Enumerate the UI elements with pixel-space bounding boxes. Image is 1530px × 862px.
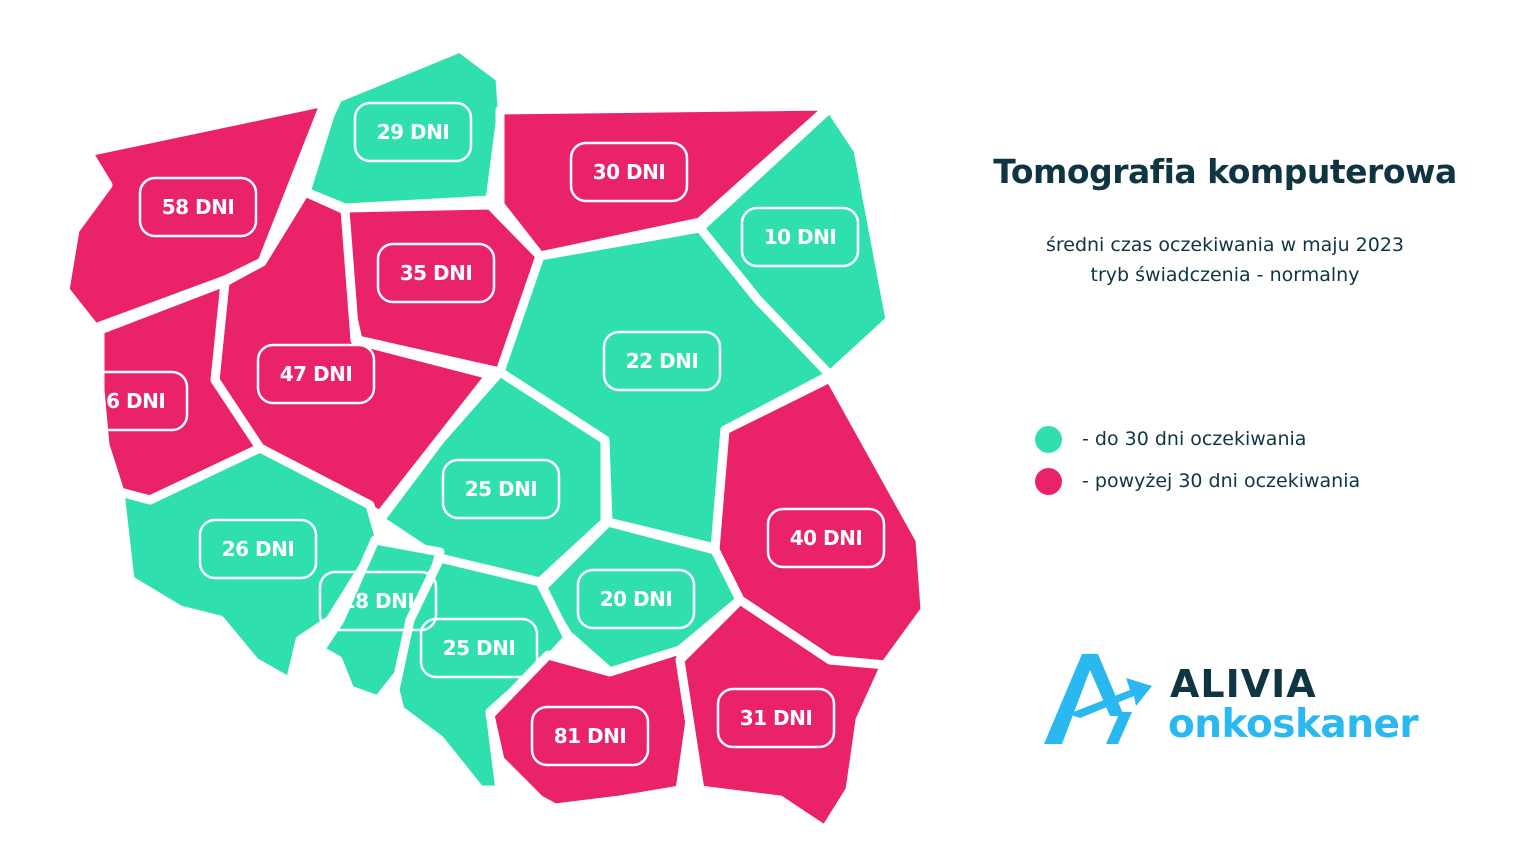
badge-mazowieckie: 22 DNI (602, 330, 722, 392)
badge-outline (69, 370, 189, 432)
badge-label: 10 DNI (764, 225, 837, 249)
badge-outline (530, 705, 650, 767)
badge-podlaskie: 10 DNI (740, 206, 860, 268)
badge-lubuskie: 46 DNI (69, 370, 189, 432)
badge-outline (766, 507, 886, 569)
badge-outline (576, 568, 696, 630)
badge-outline (602, 330, 722, 392)
region-slaskie (390, 553, 573, 795)
badge-kujawsko-pomorskie: 35 DNI (376, 242, 496, 304)
badges-layer: 58 DNI 29 DNI 30 DNI 10 DNI 35 DNI 47 DNI 46 D… (69, 101, 886, 767)
logo-subtitle: onkoskaner (1168, 702, 1419, 747)
badge-slaskie: 25 DNI (419, 617, 539, 679)
badge-outline (376, 242, 496, 304)
badge-label: 58 DNI (162, 195, 235, 219)
subtitle-line-1: średni czas oczekiwania w maju 2023 (1045, 234, 1405, 256)
badge-outline (256, 343, 376, 405)
badge-lubelskie: 40 DNI (766, 507, 886, 569)
legend-dot-red (1035, 467, 1062, 495)
badge-label: 35 DNI (400, 261, 473, 285)
badge-outline (318, 570, 438, 632)
region-zachodniopomorskie (60, 97, 330, 333)
legend-label: - powyżej 30 dni oczekiwania (1082, 470, 1361, 492)
legend: - do 30 dni oczekiwania - powyżej 30 dni… (1035, 418, 1360, 502)
badge-label: 20 DNI (600, 587, 673, 611)
alivia-logo: ALIVIA onkoskaner (1040, 650, 1440, 760)
badge-malopolskie: 81 DNI (530, 705, 650, 767)
region-pomorskie (301, 43, 507, 213)
map-title: Tomografia komputerowa (993, 152, 1457, 191)
badge-dolnoslaskie: 26 DNI (198, 518, 318, 580)
badge-outline (740, 206, 860, 268)
badge-label: 29 DNI (377, 120, 450, 144)
badge-label: 25 DNI (443, 636, 516, 660)
badge-zachodniopomorskie: 58 DNI (138, 176, 258, 238)
badge-warminsko-mazurskie: 30 DNI (569, 141, 689, 203)
badge-outline (198, 518, 318, 580)
badge-label: 26 DNI (222, 537, 295, 561)
badge-label: 81 DNI (554, 724, 627, 748)
region-podkarpackie (675, 595, 890, 835)
badge-outline (716, 687, 836, 749)
region-dolnoslaskie (115, 443, 385, 687)
badge-outline (138, 176, 258, 238)
badge-outline (419, 617, 539, 679)
badge-lodzkie: 25 DNI (441, 458, 561, 520)
poland-map: 58 DNI 29 DNI 30 DNI 10 DNI 35 DNI 47 DNI 46 D… (60, 43, 925, 835)
badge-opolskie: 18 DNI (318, 570, 438, 632)
alivia-arrow-logo-icon (1044, 654, 1152, 744)
badge-outline (441, 458, 561, 520)
legend-item-over-30: - powyżej 30 dni oczekiwania (1035, 460, 1360, 502)
subtitle-line-2: tryb świadczenia - normalny (1090, 264, 1360, 286)
badge-label: 31 DNI (740, 706, 813, 730)
badge-outline (353, 101, 473, 163)
badge-label: 22 DNI (626, 349, 699, 373)
legend-dot-green (1035, 425, 1062, 453)
badge-pomorskie: 29 DNI (353, 101, 473, 163)
badge-label: 46 DNI (93, 389, 166, 413)
map-subtitle: średni czas oczekiwania w maju 2023 tryb… (930, 230, 1520, 290)
badge-label: 25 DNI (465, 477, 538, 501)
legend-label: - do 30 dni oczekiwania (1082, 428, 1307, 450)
badge-swietokrzyskie: 20 DNI (576, 568, 696, 630)
logo-name: ALIVIA (1170, 662, 1317, 706)
badge-label: 30 DNI (593, 160, 666, 184)
legend-item-under-30: - do 30 dni oczekiwania (1035, 418, 1360, 460)
badge-podkarpackie: 31 DNI (716, 687, 836, 749)
badge-label: 47 DNI (280, 362, 353, 386)
badge-label: 18 DNI (342, 589, 415, 613)
region-malopolskie (485, 645, 695, 813)
badge-label: 40 DNI (790, 526, 863, 550)
badge-outline (569, 141, 689, 203)
badge-wielkopolskie: 47 DNI (256, 343, 376, 405)
